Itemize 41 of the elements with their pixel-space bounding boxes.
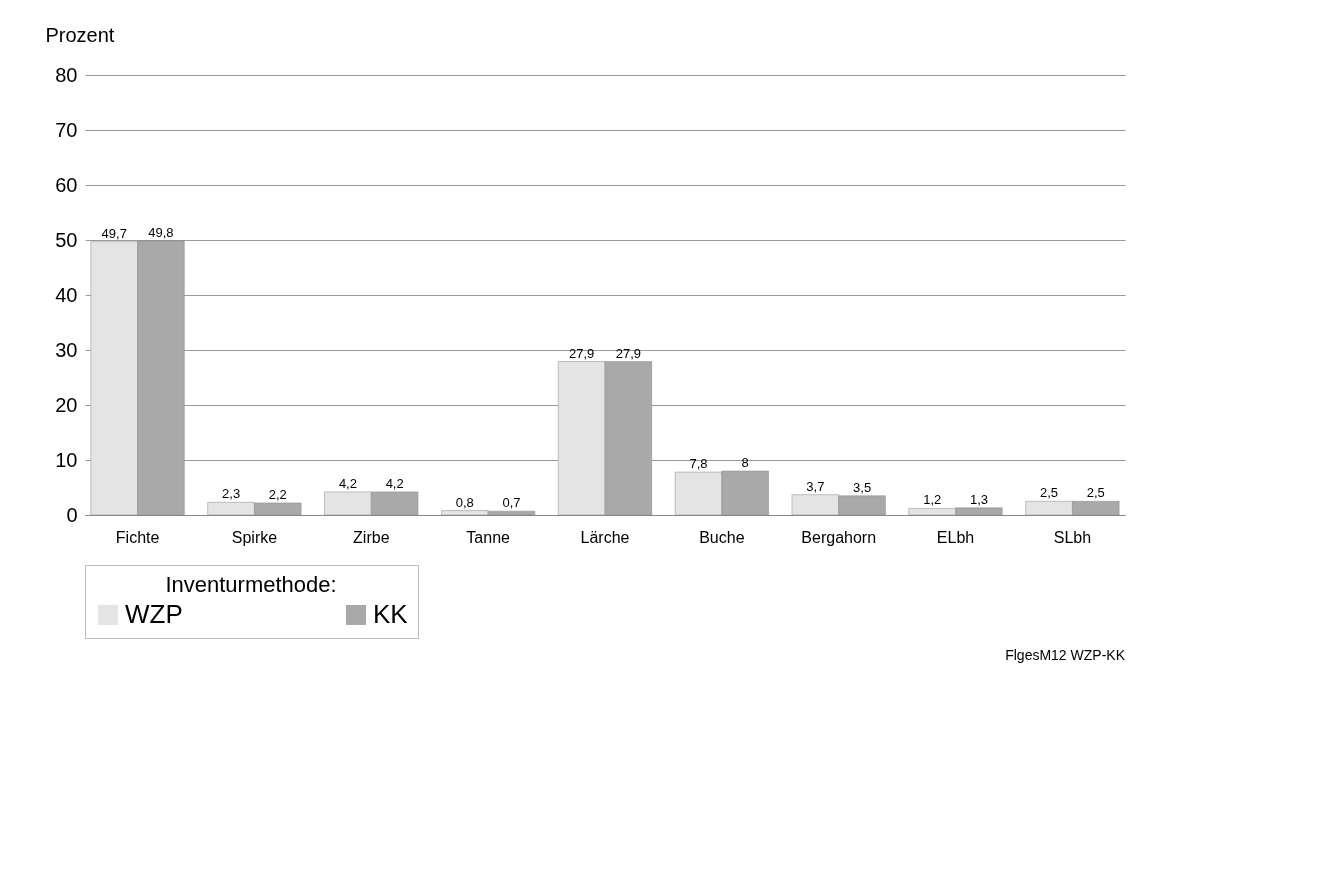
y-tick-label: 50 bbox=[55, 228, 78, 251]
legend-label: KK bbox=[373, 599, 409, 629]
x-tick-label: Lärche bbox=[580, 528, 630, 546]
x-tick-label: Bergahorn bbox=[801, 528, 877, 546]
legend-title: Inventurmethode: bbox=[165, 572, 337, 597]
x-tick-label: Fichte bbox=[115, 528, 160, 546]
y-tick-label: 40 bbox=[55, 283, 78, 306]
data-label: 8 bbox=[741, 455, 749, 470]
data-label: 3,5 bbox=[853, 479, 872, 495]
text: FlgesM12 WZP-KK bbox=[1005, 646, 1126, 663]
data-label: 4,2 bbox=[385, 475, 404, 491]
x-tick-label: SLbh bbox=[1053, 528, 1092, 546]
data-label: 3,7 bbox=[806, 478, 825, 494]
data-label: 1,3 bbox=[969, 491, 988, 507]
y-tick-label: 60 bbox=[55, 173, 78, 196]
data-label: 49,7 bbox=[101, 225, 127, 241]
y-tick-label: 70 bbox=[55, 118, 78, 141]
data-label: 2,5 bbox=[1086, 485, 1105, 501]
data-label: 0,8 bbox=[455, 494, 474, 510]
data-label: 1,2 bbox=[923, 492, 942, 508]
data-label: 0,7 bbox=[502, 495, 521, 511]
data-label: 27,9 bbox=[615, 345, 642, 361]
data-label: 2,5 bbox=[1040, 485, 1059, 501]
x-tick-label: Buche bbox=[699, 528, 745, 546]
y-tick-label: 0 bbox=[66, 503, 78, 526]
data-label: 7,8 bbox=[689, 456, 708, 472]
y-tick-label: 10 bbox=[55, 448, 78, 471]
data-label: 27,9 bbox=[568, 345, 595, 361]
x-tick-label: Spirke bbox=[231, 528, 278, 546]
data-label: 49,8 bbox=[148, 225, 174, 241]
y-axis-title: Prozent bbox=[45, 23, 115, 46]
x-tick-label: Tanne bbox=[466, 528, 511, 546]
data-label: 4,2 bbox=[338, 475, 357, 491]
y-tick-label: 80 bbox=[55, 63, 78, 86]
legend-label: WZP bbox=[125, 599, 183, 629]
data-label: 2,2 bbox=[268, 486, 287, 502]
x-tick-label: ELbh bbox=[936, 528, 975, 546]
y-tick-label: 30 bbox=[55, 338, 78, 361]
y-tick-label: 20 bbox=[55, 393, 78, 416]
x-tick-label: Zirbe bbox=[353, 528, 390, 546]
data-label: 2,3 bbox=[222, 486, 241, 502]
